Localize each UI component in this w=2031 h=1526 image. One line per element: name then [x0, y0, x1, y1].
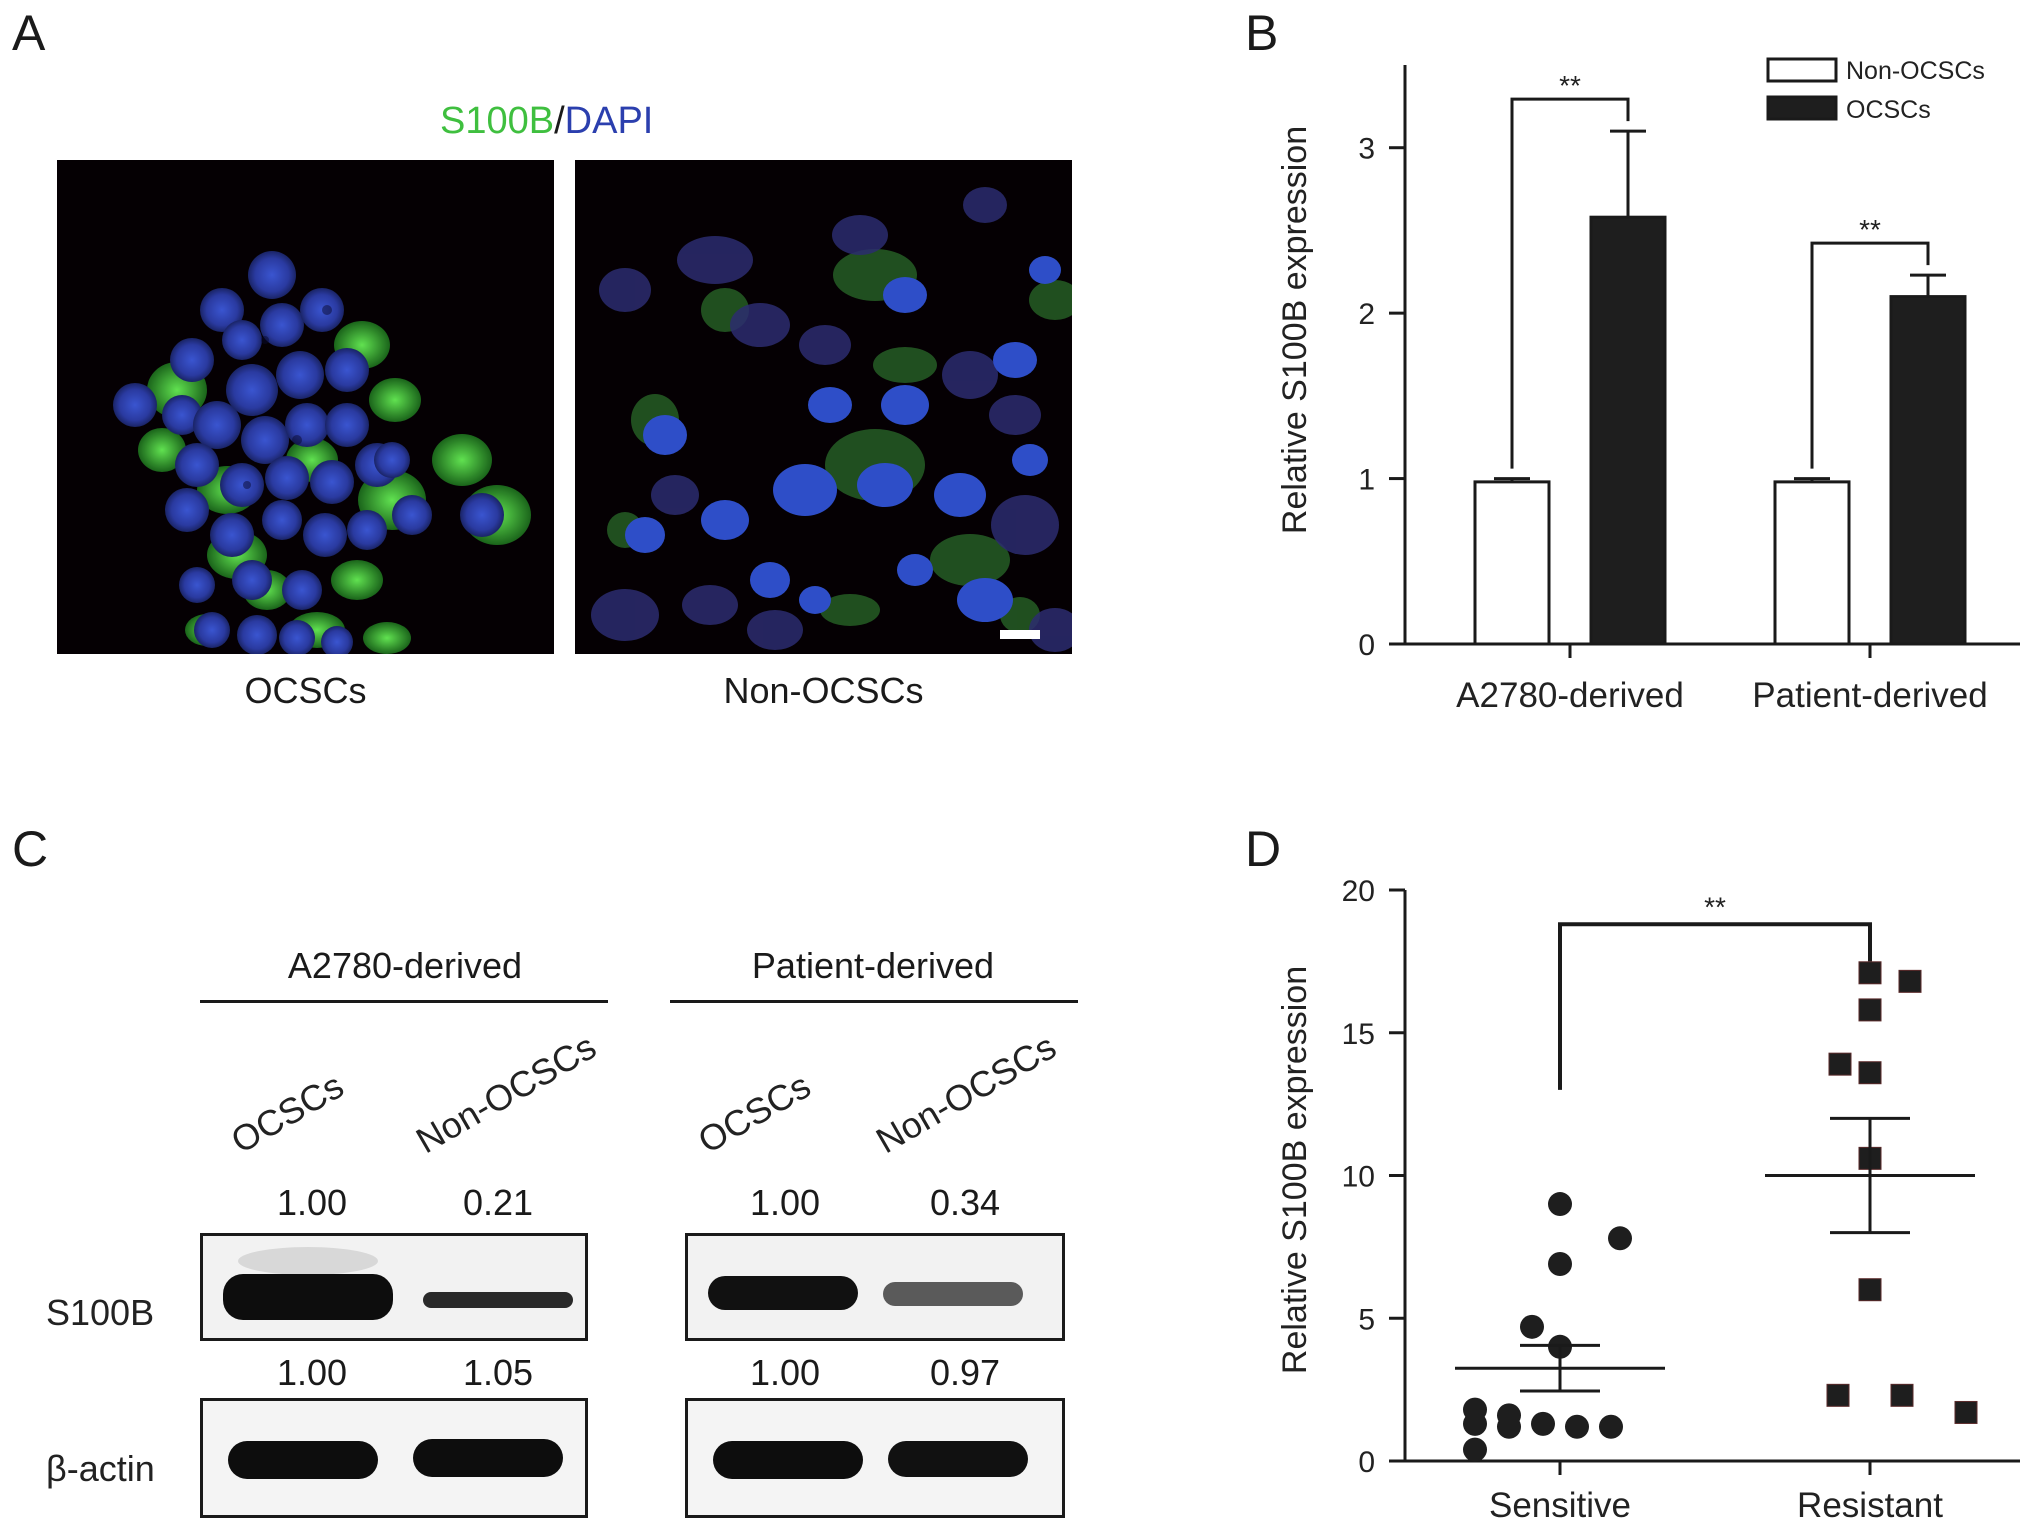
- ratio-s100b-a2780-non-ocscs: 0.21: [462, 1182, 534, 1223]
- lane-label-patient-ocscs: OCSCs: [691, 1064, 818, 1162]
- point-sensitive: [1608, 1226, 1632, 1251]
- point-sensitive: [1565, 1414, 1589, 1439]
- b-y-axis-label: Relative S100B expression: [1276, 126, 1314, 534]
- blot-actin-a2780-bands: [228, 1439, 563, 1479]
- legend-label-non-ocscs: Non-OCSCs: [1846, 57, 1985, 85]
- scatter-chart: Relative S100B expression 0 5 10 15 20 Sensi…: [1276, 875, 2020, 1525]
- d-y-tick-label: 15: [1342, 1018, 1375, 1051]
- point-resistant: [1828, 1052, 1852, 1076]
- b-y-tick-label: 2: [1358, 298, 1375, 331]
- blot-actin-patient-bands: [713, 1441, 1028, 1479]
- ratio-actin-a2780-non-ocscs: 1.05: [462, 1352, 534, 1393]
- point-sensitive: [1599, 1414, 1623, 1439]
- ratio-actin-patient-non-ocscs: 0.97: [929, 1352, 1001, 1393]
- d-x-tick-label: Resistant: [1797, 1486, 1943, 1525]
- point-sensitive: [1548, 1192, 1572, 1217]
- group-title-a2780: A2780-derived: [287, 945, 523, 986]
- blot-s100b-a2780: [200, 1233, 588, 1341]
- significance-stars: **: [1559, 70, 1581, 101]
- point-resistant: [1858, 1278, 1882, 1302]
- stain-label: S100B/DAPI: [440, 100, 653, 143]
- bar-ocscs: [1889, 295, 1967, 646]
- bar-non-ocscs: [1773, 480, 1851, 646]
- b-x-tick-label: Patient-derived: [1752, 676, 1987, 715]
- row-label-s100b: S100B: [46, 1292, 155, 1333]
- bar-ocscs: [1589, 215, 1667, 646]
- stain-dapi: DAPI: [564, 100, 654, 142]
- ratio-actin-patient-ocscs: 1.00: [749, 1352, 821, 1393]
- d-y-tick-label: 10: [1342, 1161, 1375, 1194]
- lane-label-a2780-ocscs: OCSCs: [224, 1064, 351, 1162]
- significance-bracket: [1558, 922, 1872, 1090]
- point-sensitive: [1497, 1403, 1521, 1428]
- significance-bracket: [1810, 241, 1930, 469]
- panel-letter-a: A: [12, 5, 46, 61]
- bar-non-ocscs: [1473, 480, 1551, 646]
- b-y-tick-label: 3: [1358, 133, 1375, 166]
- scale-bar: [1000, 630, 1040, 639]
- blot-actin-a2780: [200, 1398, 588, 1518]
- point-resistant: [1890, 1383, 1914, 1407]
- row-label-beta-actin: β-actin: [46, 1448, 155, 1489]
- ratio-s100b-a2780-ocscs: 1.00: [276, 1182, 348, 1223]
- blot-s100b-patient: [685, 1233, 1065, 1341]
- lane-label-patient-non-ocscs: Non-OCSCs: [869, 1025, 1063, 1162]
- point-resistant: [1858, 998, 1882, 1022]
- legend-label-ocscs: OCSCs: [1846, 96, 1931, 124]
- significance-bracket: [1510, 97, 1630, 469]
- d-y-tick-label: 5: [1358, 1303, 1375, 1336]
- panel-letter-c: C: [12, 821, 49, 877]
- group-underline-a2780: [200, 1000, 608, 1003]
- point-sensitive: [1531, 1411, 1555, 1436]
- micrograph-non-ocscs-image: [575, 160, 1072, 654]
- point-sensitive: [1463, 1397, 1487, 1422]
- b-y-tick-label: 1: [1358, 464, 1375, 497]
- point-sensitive: [1520, 1314, 1544, 1339]
- point-sensitive: [1548, 1252, 1572, 1277]
- d-y-axis-label: Relative S100B expression: [1276, 966, 1314, 1374]
- significance-stars: **: [1704, 891, 1726, 922]
- stain-slash: /: [554, 100, 565, 142]
- ratio-s100b-patient-non-ocscs: 0.34: [929, 1182, 1001, 1223]
- bar-chart: Relative S100B expression 0 1 2 3 A2780-der…: [1276, 57, 2020, 715]
- caption-ocscs: OCSCs: [244, 670, 367, 711]
- blot-s100b-patient-bands: [708, 1276, 1023, 1310]
- blot-s100b-a2780-bands: [223, 1247, 573, 1320]
- panel-letter-b: B: [1245, 5, 1279, 61]
- b-x-tick-label: A2780-derived: [1456, 676, 1684, 715]
- point-resistant: [1858, 1061, 1882, 1085]
- b-y-tick-label: 0: [1358, 629, 1375, 662]
- group-underline-patient: [670, 1000, 1078, 1003]
- micrograph-ocscs-image: [57, 160, 554, 654]
- legend-swatch-ocscs: [1766, 95, 1838, 121]
- point-resistant: [1858, 961, 1882, 985]
- group-title-patient: Patient-derived: [751, 945, 995, 986]
- lane-label-a2780-non-ocscs: Non-OCSCs: [409, 1025, 603, 1162]
- point-resistant: [1826, 1383, 1850, 1407]
- stain-s100b: S100B: [440, 100, 555, 142]
- point-sensitive: [1463, 1437, 1487, 1462]
- caption-non-ocscs: Non-OCSCs: [723, 670, 924, 711]
- d-y-tick-label: 20: [1342, 875, 1375, 908]
- micrograph-ocscs: [57, 160, 554, 654]
- ratio-s100b-patient-ocscs: 1.00: [749, 1182, 821, 1223]
- point-resistant: [1954, 1400, 1978, 1424]
- d-x-tick-label: Sensitive: [1489, 1486, 1631, 1525]
- micrograph-non-ocscs: [575, 160, 1072, 654]
- legend-swatch-non-ocscs: [1766, 57, 1838, 83]
- d-y-tick-label: 0: [1358, 1446, 1375, 1479]
- panel-letter-d: D: [1245, 821, 1282, 877]
- significance-stars: **: [1859, 214, 1881, 245]
- blot-actin-patient: [685, 1398, 1065, 1518]
- ratio-actin-a2780-ocscs: 1.00: [276, 1352, 348, 1393]
- point-resistant: [1898, 969, 1922, 993]
